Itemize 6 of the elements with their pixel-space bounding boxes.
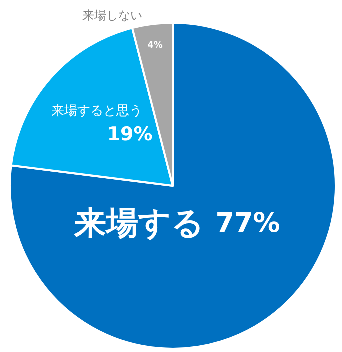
data-label: 19%: [107, 124, 153, 146]
data-label: 4%: [148, 40, 163, 51]
data-label: 77%: [216, 208, 280, 240]
slice-label: 来場しない: [82, 8, 143, 23]
slice-label: 来場すると思う: [52, 104, 143, 120]
slice-label: 来場する: [74, 204, 216, 242]
